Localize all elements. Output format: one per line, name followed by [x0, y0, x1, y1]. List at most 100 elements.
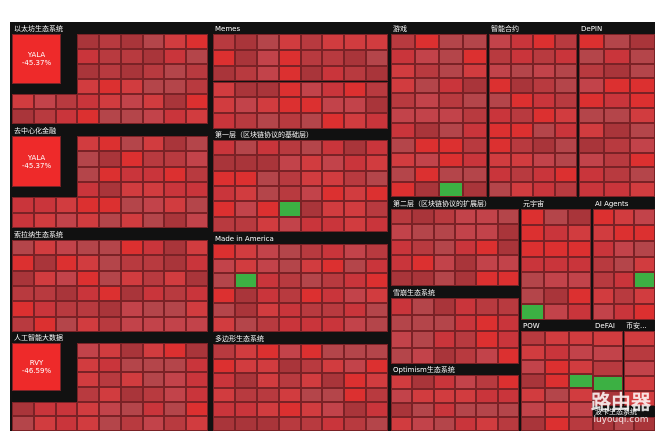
tile [344, 65, 367, 82]
tile [455, 255, 477, 271]
tile [77, 94, 100, 109]
tile [322, 402, 345, 417]
tile [391, 375, 413, 389]
tile [613, 304, 635, 320]
tile [604, 78, 630, 94]
tile [120, 49, 143, 64]
tile [366, 416, 388, 431]
tile [555, 63, 577, 79]
tile [322, 302, 345, 318]
tile [278, 244, 301, 259]
tile [593, 376, 623, 391]
tile [77, 49, 100, 64]
tile [256, 97, 279, 114]
tile [412, 314, 434, 331]
tile [555, 122, 577, 138]
tile [593, 331, 623, 346]
tile [463, 182, 487, 197]
tile [511, 182, 533, 197]
tile [533, 78, 555, 94]
tile [234, 273, 257, 288]
tile [593, 346, 623, 361]
tile [521, 416, 545, 431]
tile [186, 151, 208, 167]
tile [463, 93, 487, 109]
tile [391, 298, 413, 315]
tile [12, 212, 34, 228]
sector: DePIN [579, 24, 655, 197]
tile [463, 137, 487, 153]
tile [164, 301, 187, 317]
tile [142, 182, 165, 198]
tile [344, 34, 367, 50]
tile [33, 401, 56, 417]
tile [256, 49, 279, 66]
tile [142, 343, 165, 358]
tile [476, 403, 498, 417]
tile [256, 65, 279, 82]
tile [366, 216, 388, 232]
watermark: 路由器 luyouqi.com [591, 386, 651, 425]
tile [545, 373, 569, 389]
tile [497, 239, 519, 256]
tile [344, 302, 367, 318]
tile [613, 256, 635, 273]
tile [533, 34, 555, 49]
tile [256, 113, 279, 129]
tile [391, 270, 413, 286]
tile [33, 316, 56, 332]
tile [634, 304, 655, 320]
tile [433, 255, 455, 271]
tile [142, 372, 165, 387]
tile [366, 358, 388, 373]
tile [12, 401, 34, 417]
tile [12, 286, 34, 302]
tile [186, 401, 208, 417]
tile [521, 240, 545, 257]
tile [12, 94, 34, 109]
tile [322, 344, 345, 359]
tile [322, 81, 345, 98]
sector-title: 第一层（区块链协议的基础层） [215, 131, 313, 139]
tile [186, 286, 208, 302]
tile [366, 113, 388, 129]
tile [604, 108, 630, 123]
tile [521, 359, 545, 374]
tile [300, 81, 323, 98]
tile [77, 212, 100, 228]
tile [164, 401, 187, 417]
tile [164, 212, 187, 228]
tile [278, 201, 301, 217]
tile [142, 49, 165, 64]
tile [489, 34, 511, 49]
sector: 智能合约 [489, 24, 577, 197]
tile [99, 197, 121, 213]
tile [366, 155, 388, 171]
tile [99, 49, 121, 64]
tile [391, 122, 415, 138]
tile [322, 34, 345, 50]
tile [391, 78, 415, 94]
tile [344, 387, 367, 402]
sector: 波卡生态系统 [593, 407, 655, 431]
sector-title: 波卡生态系统 [595, 408, 637, 416]
tile [322, 170, 345, 186]
tile [634, 288, 655, 305]
tile [545, 345, 569, 360]
sector-title: 多边形生态系统 [215, 335, 264, 343]
tile [613, 240, 635, 257]
tile [142, 34, 165, 49]
tile [433, 403, 455, 417]
tile [186, 416, 208, 431]
tile [322, 186, 345, 202]
tile [567, 224, 591, 241]
tile [164, 182, 187, 198]
tile [278, 373, 301, 388]
tile [366, 170, 388, 186]
tile [99, 316, 121, 332]
tile [186, 197, 208, 213]
sector-title: 以太坊生态系统 [14, 25, 63, 33]
tile [579, 152, 605, 168]
tile [300, 258, 323, 274]
tile [234, 65, 257, 82]
